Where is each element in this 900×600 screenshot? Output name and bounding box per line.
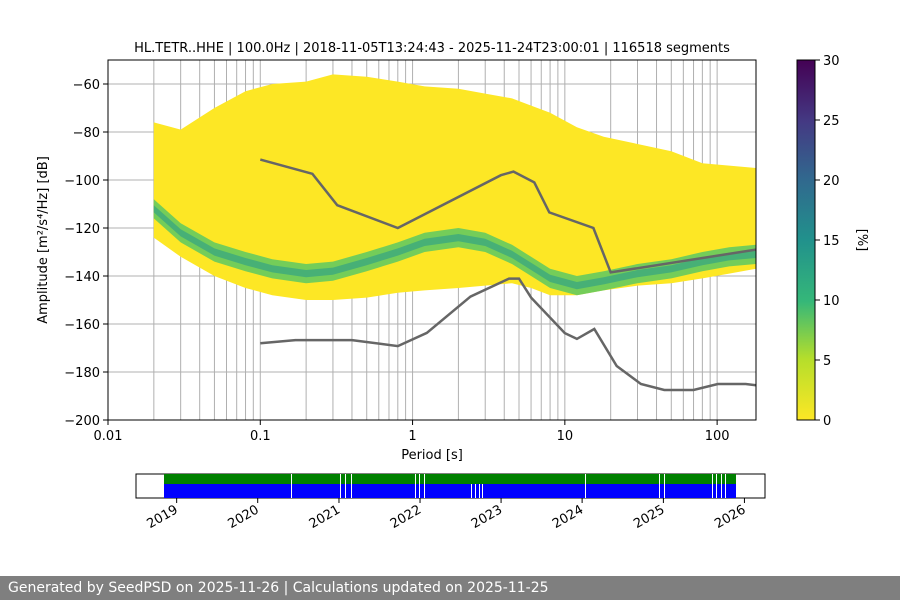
y-tick-label: −160: [64, 318, 100, 333]
availability-year-label: 2022: [388, 502, 424, 532]
availability-year-label: 2019: [144, 502, 180, 532]
availability-gap-band: [164, 474, 736, 484]
colorbar-tick-label: 0: [823, 414, 831, 429]
chart-title: HL.TETR..HHE | 100.0Hz | 2018-11-05T13:2…: [134, 41, 730, 56]
availability-data-band: [164, 484, 736, 498]
colorbar-tick-label: 20: [823, 174, 840, 189]
high-noise-model-line: [259, 158, 756, 274]
footer-credits: Generated by SeedPSD on 2025-11-26 | Cal…: [0, 576, 900, 600]
x-tick-label: 0.1: [250, 429, 271, 444]
availability-year-label: 2026: [712, 502, 748, 532]
plot-frame: [107, 59, 757, 421]
low-noise-model-line: [260, 277, 756, 392]
availability-gaps: [291, 474, 726, 498]
y-tick-label: −140: [64, 270, 100, 285]
colorbar-axis: 0 5 10 15 20 25 30: [815, 54, 840, 429]
y-tick-label: −120: [64, 222, 100, 237]
x-tick-label: 100: [705, 429, 730, 444]
availability-year-label: 2021: [307, 502, 343, 532]
colorbar: [796, 59, 816, 421]
psd-density-envelope: [153, 74, 756, 300]
x-axis: 0.01 0.1 1 10 100: [94, 420, 730, 444]
psd-plot-area: [108, 60, 756, 420]
y-tick-label: −180: [64, 366, 100, 381]
x-tick-label: 1: [408, 429, 416, 444]
y-axis-label: Amplitude [m²/s⁴/Hz] [dB]: [36, 156, 51, 324]
availability-year-axis: 2019 2020 2021 2022 2023 2024 2025 2026: [144, 498, 748, 532]
availability-timeline: 2019 2020 2021 2022 2023 2024 2025 2026: [135, 473, 766, 532]
availability-year-label: 2024: [550, 502, 586, 532]
colorbar-tick-label: 5: [823, 354, 831, 369]
x-axis-label: Period [s]: [401, 448, 463, 463]
availability-year-label: 2020: [226, 502, 262, 532]
colorbar-tick-label: 10: [823, 294, 840, 309]
colorbar-tick-label: 30: [823, 54, 840, 69]
x-tick-label: 10: [557, 429, 574, 444]
y-tick-label: −60: [73, 78, 100, 93]
availability-year-label: 2023: [469, 502, 505, 532]
y-tick-label: −100: [64, 174, 100, 189]
y-axis: −60 −80 −100 −120 −140 −160 −180 −200: [64, 78, 108, 429]
y-tick-label: −80: [73, 126, 100, 141]
colorbar-label: [%]: [854, 229, 869, 252]
x-tick-label: 0.01: [94, 429, 123, 444]
y-tick-label: −200: [64, 414, 100, 429]
colorbar-tick-label: 15: [823, 234, 840, 249]
colorbar-tick-label: 25: [823, 114, 840, 129]
availability-year-label: 2025: [631, 502, 667, 532]
